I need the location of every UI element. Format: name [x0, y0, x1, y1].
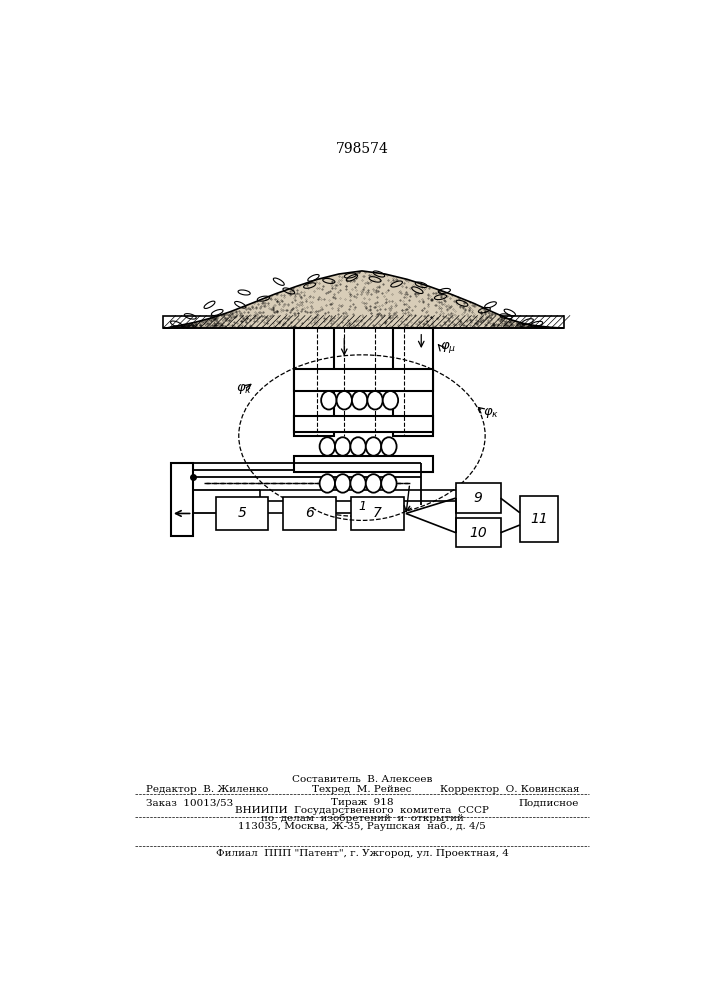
Bar: [259, 490, 467, 501]
Text: 1: 1: [358, 500, 366, 513]
Bar: [294, 456, 433, 472]
Bar: [393, 328, 433, 436]
Text: Заказ  10013/53: Заказ 10013/53: [146, 798, 233, 807]
Text: Подписное: Подписное: [519, 798, 579, 807]
Text: 798574: 798574: [336, 142, 388, 156]
Text: 7: 7: [373, 506, 382, 520]
Text: Филиал  ППП "Патент", г. Ужгород, ул. Проектная, 4: Филиал ППП "Патент", г. Ужгород, ул. Про…: [216, 849, 508, 858]
Polygon shape: [163, 271, 563, 328]
Bar: [284, 497, 336, 530]
Ellipse shape: [351, 474, 366, 493]
Bar: [456, 518, 501, 547]
Text: ВНИИПИ  Государственного  комитета  СССР: ВНИИПИ Государственного комитета СССР: [235, 806, 489, 815]
Bar: [294, 416, 433, 432]
Text: Редактор  В. Жиленко: Редактор В. Жиленко: [146, 785, 268, 794]
Ellipse shape: [366, 474, 381, 493]
Text: 9: 9: [474, 491, 483, 505]
Ellipse shape: [368, 391, 382, 410]
Ellipse shape: [382, 391, 398, 410]
Text: 113035, Москва, Ж-35, Раушская  наб., д. 4/5: 113035, Москва, Ж-35, Раушская наб., д. …: [238, 821, 486, 831]
Text: Тираж  918: Тираж 918: [331, 798, 393, 807]
Ellipse shape: [352, 391, 368, 410]
Ellipse shape: [320, 474, 335, 493]
Bar: [294, 328, 334, 436]
Ellipse shape: [335, 437, 351, 456]
Ellipse shape: [381, 474, 397, 493]
Text: по  делам  изобретений  и  открытий: по делам изобретений и открытий: [260, 814, 463, 823]
Text: $\varphi_{\kappa}$: $\varphi_{\kappa}$: [483, 406, 499, 420]
Bar: [171, 463, 192, 536]
Text: $\varphi_{\kappa}$: $\varphi_{\kappa}$: [236, 382, 252, 396]
Text: Корректор  О. Ковинская: Корректор О. Ковинская: [440, 785, 579, 794]
Bar: [216, 497, 268, 530]
Bar: [163, 316, 563, 328]
Text: 10: 10: [469, 526, 487, 540]
Ellipse shape: [335, 474, 351, 493]
Bar: [351, 497, 404, 530]
Text: 6: 6: [305, 506, 314, 520]
Ellipse shape: [321, 391, 337, 410]
Ellipse shape: [366, 437, 381, 456]
Text: $\varphi_{\mu}$: $\varphi_{\mu}$: [440, 340, 457, 355]
Ellipse shape: [337, 391, 352, 410]
Ellipse shape: [381, 437, 397, 456]
Text: Составитель  В. Алексеев: Составитель В. Алексеев: [292, 775, 432, 784]
Text: 11: 11: [530, 512, 548, 526]
Text: 5: 5: [238, 506, 246, 520]
Ellipse shape: [320, 437, 335, 456]
Bar: [294, 369, 433, 391]
Bar: [456, 483, 501, 513]
Text: Техред  М. Рейвес: Техред М. Рейвес: [312, 785, 411, 794]
Ellipse shape: [351, 437, 366, 456]
Bar: [520, 496, 559, 542]
